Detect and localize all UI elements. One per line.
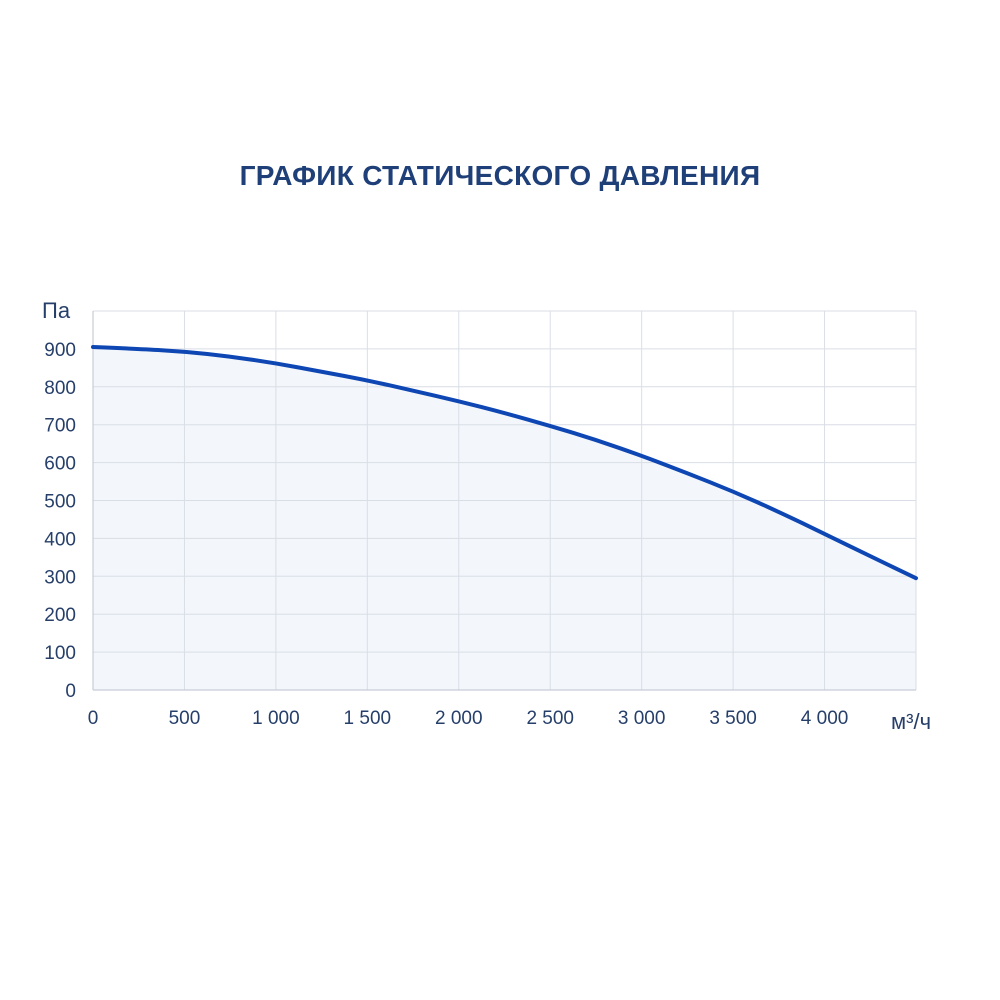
y-tick-label: 700 [44,416,76,437]
x-axis-unit-label: м³/ч [891,709,931,734]
y-tick-label: 100 [44,643,76,664]
x-tick-label: 500 [169,708,201,729]
x-tick-label: 3 000 [618,708,666,729]
x-tick-label: 2 000 [435,708,483,729]
y-tick-label: 300 [44,567,76,588]
x-tick-label: 2 500 [526,708,574,729]
curve-area-fill [93,347,916,690]
x-tick-label: 3 500 [709,708,757,729]
y-tick-label: 0 [65,681,76,702]
x-tick-label: 1 000 [252,708,300,729]
y-axis-unit-label: Па [42,298,71,323]
pressure-curve-line [91,345,918,581]
y-tick-label: 900 [44,340,76,361]
chart-title: ГРАФИК СТАТИЧЕСКОГО ДАВЛЕНИЯ [239,160,761,191]
x-tick-label: 4 000 [801,708,849,729]
y-tick-label: 400 [44,529,76,550]
y-tick-label: 800 [44,378,76,399]
y-tick-label: 200 [44,605,76,626]
x-tick-label: 0 [88,708,99,729]
y-tick-label: 600 [44,454,76,475]
y-tick-label: 500 [44,492,76,513]
x-tick-label: 1 500 [344,708,392,729]
